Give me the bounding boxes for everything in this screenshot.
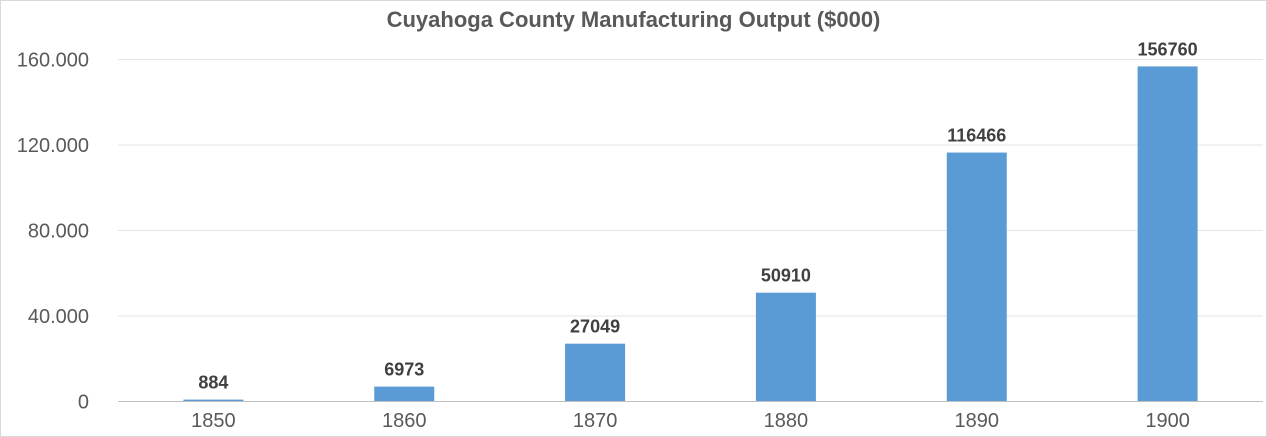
bar-1860 xyxy=(374,386,435,402)
y-tick-label: 160.000 xyxy=(17,50,89,72)
data-label-1870: 27049 xyxy=(570,317,620,337)
x-tick-label: 1870 xyxy=(573,410,618,432)
bar-1850 xyxy=(183,399,244,402)
x-tick-label: 1900 xyxy=(1145,410,1190,432)
data-label-1890: 116466 xyxy=(947,126,1006,146)
chart-title: Cuyahoga County Manufacturing Output ($0… xyxy=(386,7,881,32)
bar-1880 xyxy=(755,292,816,402)
bars xyxy=(183,66,1198,402)
x-tick-label: 1880 xyxy=(764,410,809,432)
data-label-1860: 6973 xyxy=(384,360,424,380)
x-tick-label: 1860 xyxy=(382,410,427,432)
x-axis: 1850 1860 1870 1880 1890 1900 xyxy=(118,401,1263,432)
data-label-1850: 884 xyxy=(198,373,228,393)
data-labels: 884 6973 27049 50910 116466 156760 xyxy=(198,39,1197,392)
y-tick-label: 120.000 xyxy=(17,135,89,157)
bar-1870 xyxy=(565,343,626,402)
bar-1900 xyxy=(1137,66,1198,402)
bar-1890 xyxy=(946,152,1007,402)
y-tick-label: 80.000 xyxy=(28,221,89,243)
y-axis: 0 40.000 80.000 120.000 160.000 xyxy=(17,50,89,414)
gridlines xyxy=(118,59,1263,317)
x-tick-label: 1890 xyxy=(955,410,1000,432)
data-label-1880: 50910 xyxy=(761,266,811,286)
y-tick-label: 0 xyxy=(78,392,89,414)
data-label-1900: 156760 xyxy=(1138,39,1198,59)
y-tick-label: 40.000 xyxy=(28,306,89,328)
x-tick-label: 1850 xyxy=(191,410,236,432)
